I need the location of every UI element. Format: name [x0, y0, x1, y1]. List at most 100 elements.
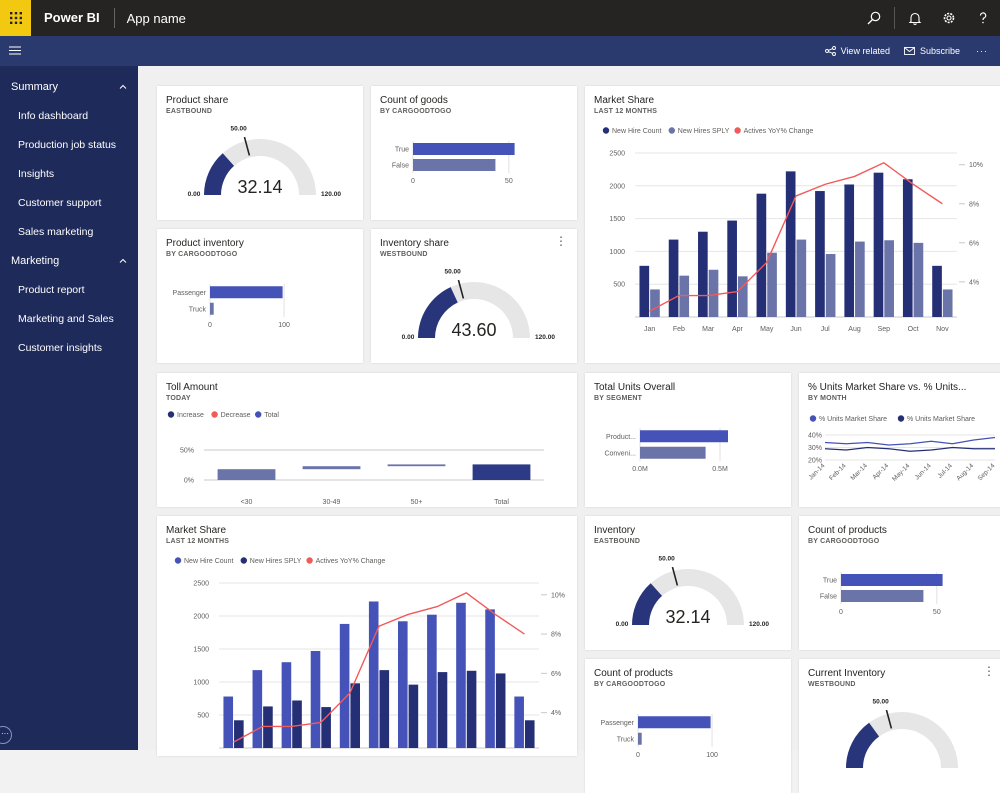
sidebar-section-summary[interactable]: Summary — [0, 72, 138, 101]
bar — [368, 601, 379, 748]
category-label: Passenger — [601, 720, 635, 727]
tile-title: Toll Amount — [166, 382, 218, 393]
sidebar-item-marketing-and-sales[interactable]: Marketing and Sales — [18, 312, 114, 325]
bar — [932, 265, 942, 317]
bar — [638, 732, 642, 745]
y-tick-label: 30% — [808, 445, 822, 452]
line-chart: % Units Market Share % Units Market Share… — [807, 415, 997, 483]
sidebar-section-marketing[interactable]: Marketing — [0, 246, 138, 275]
tile-count-of-products-2[interactable]: Count of products BY CARGOODTOGO 0 100 Pas… — [585, 659, 791, 793]
legend-label: Actives YoY% Change — [316, 558, 386, 565]
bar — [708, 269, 719, 317]
app-launcher-waffle-icon[interactable] — [0, 0, 31, 36]
sidebar-item-info-dashboard[interactable]: Info dashboard — [18, 109, 89, 122]
legend-label: Increase — [177, 412, 204, 419]
bar — [650, 289, 660, 317]
chevron-up-icon — [119, 84, 127, 89]
subscribe-button[interactable]: Subscribe — [904, 46, 960, 56]
gauge-value: 32.14 — [665, 607, 710, 627]
tile-subtitle: TODAY — [166, 395, 191, 402]
bell-icon[interactable] — [898, 0, 932, 36]
tile-more-options-icon[interactable]: ⋮ — [555, 234, 567, 248]
x-tick-label: Jan-14 — [807, 462, 826, 481]
help-icon[interactable] — [966, 0, 1000, 36]
bar — [223, 696, 234, 748]
tile-toll-amount[interactable]: Toll Amount TODAY Increase Decrease Total 0… — [157, 373, 577, 507]
y-tick-label: 40% — [808, 433, 822, 440]
tile-title: Market Share — [594, 95, 655, 106]
gauge-target-marker — [457, 279, 465, 299]
y2-tick-label: 8% — [551, 632, 561, 639]
top-bar: Power BI App name — [0, 0, 1000, 36]
x-tick-label: Nov — [936, 326, 949, 333]
bar — [841, 574, 943, 586]
x-tick-label: 100 — [706, 752, 718, 759]
y2-tick-label: 4% — [551, 710, 561, 717]
bar — [210, 302, 214, 315]
tile-product-share[interactable]: Product share EASTBOUND 32.14 0.00 120.0… — [157, 86, 363, 220]
bar — [292, 700, 302, 748]
tile-more-options-icon[interactable]: ⋮ — [983, 664, 995, 678]
x-tick-label: 0 — [839, 609, 843, 616]
bar — [913, 242, 924, 317]
view-related-button[interactable]: View related — [824, 46, 890, 56]
tile-inventory[interactable]: Inventory EASTBOUND 32.14 0.00 120.00 50… — [585, 516, 791, 650]
gauge-chart: 50.00 — [846, 698, 958, 768]
sidebar-item-customer-insights[interactable]: Customer insights — [18, 341, 103, 354]
sidebar-item-insights[interactable]: Insights — [18, 167, 55, 180]
legend-marker — [668, 127, 675, 134]
x-tick-label: Total — [494, 499, 509, 506]
gauge-fill — [204, 153, 235, 195]
tile-market-share-top[interactable]: Market Share LAST 12 MONTHS New Hire Cou… — [585, 86, 1000, 363]
tile-count-of-products[interactable]: Count of products BY CARGOODTOGO 0 50 True… — [799, 516, 1000, 650]
line-series — [649, 161, 943, 312]
x-tick-label: Feb — [673, 326, 685, 333]
sidebar-item-customer-support[interactable]: Customer support — [18, 196, 102, 209]
gauge-target-label: 50.00 — [231, 125, 248, 132]
brand-name[interactable]: Power BI — [44, 8, 115, 28]
x-tick-label: Apr-14 — [871, 462, 890, 481]
x-tick-label: 50 — [505, 178, 513, 185]
bar — [737, 276, 748, 317]
tile-total-units-overall[interactable]: Total Units Overall BY SEGMENT 0.0M 0.5M P… — [585, 373, 791, 507]
tile-inventory-share[interactable]: Inventory share WESTBOUND ⋮ 43.60 0.00 1… — [371, 229, 577, 363]
bar — [639, 265, 650, 317]
bar — [397, 621, 408, 748]
y-tick-label: 500 — [197, 713, 209, 720]
sidebar-item-sales-marketing[interactable]: Sales marketing — [18, 225, 94, 238]
bar — [456, 602, 466, 748]
tile-current-inventory[interactable]: Current Inventory WESTBOUND ⋮ 50.00 — [799, 659, 1000, 793]
gauge-target-label: 50.00 — [873, 698, 890, 705]
tile-market-share-bottom[interactable]: Market Share LAST 12 MONTHS New Hire Cou… — [157, 516, 577, 756]
sidebar-item-production-job-status[interactable]: Production job status — [18, 138, 117, 151]
legend-label: New Hires SPLY — [678, 128, 730, 135]
bar — [640, 430, 728, 443]
sidebar-item-product-report[interactable]: Product report — [18, 283, 85, 296]
y-tick-label: 50% — [180, 448, 194, 455]
tile-title: Inventory — [594, 525, 636, 536]
category-label: Passenger — [173, 290, 207, 297]
bar — [427, 614, 437, 748]
x-tick-label: Aug-14 — [955, 462, 975, 482]
category-label: False — [392, 163, 409, 170]
hamburger-menu-icon[interactable] — [9, 46, 21, 57]
y2-tick-label: 6% — [551, 671, 561, 678]
bar — [485, 609, 495, 748]
tile-product-inventory[interactable]: Product inventory BY CARGOODTOGO 0 100 Pas… — [157, 229, 363, 363]
tile-title: Count of products — [594, 668, 673, 679]
x-tick-label: May-14 — [891, 462, 912, 483]
gear-icon[interactable] — [932, 0, 966, 36]
legend-label: Total — [264, 412, 279, 419]
gauge-max: 120.00 — [749, 621, 769, 628]
legend-marker — [174, 557, 182, 564]
tile-count-of-goods[interactable]: Count of goods BY CARGOODTOGO 0 50 True Fal… — [371, 86, 577, 220]
tile-units-market-share[interactable]: % Units Market Share vs. % Units... BY M… — [799, 373, 1000, 507]
x-tick-label: Jun — [790, 326, 801, 333]
legend-marker — [255, 411, 262, 418]
tile-title: % Units Market Share vs. % Units... — [808, 382, 967, 393]
search-icon[interactable] — [857, 0, 891, 36]
tile-title: Inventory share — [380, 238, 449, 249]
more-options-button[interactable]: ··· — [976, 46, 988, 56]
expand-more-icon[interactable]: ··· — [0, 726, 12, 744]
bar-chart: 0 100 Passenger Truck — [601, 714, 718, 759]
